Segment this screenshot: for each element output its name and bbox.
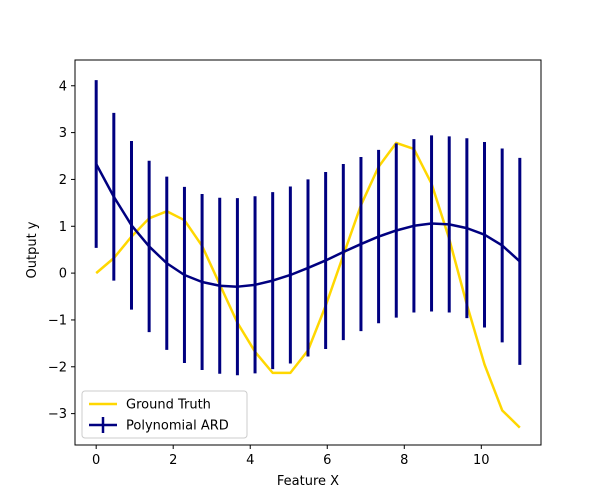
legend: Ground Truth Polynomial ARD [81, 390, 248, 439]
legend-entry: Ground Truth [89, 398, 211, 413]
y-tick-label: −1 [48, 313, 67, 328]
series-polynomial-ard [94, 80, 522, 376]
x-tick-label: 8 [400, 453, 408, 468]
y-tick-label: 4 [59, 79, 67, 94]
y-tick-label: 1 [59, 220, 67, 235]
y-tick-label: 3 [59, 126, 67, 141]
y-tick-label: −2 [48, 360, 67, 375]
legend-label: Ground Truth [126, 398, 211, 413]
x-tick-label: 10 [473, 453, 490, 468]
y-tick-label: 0 [59, 267, 67, 282]
x-axis-label: Feature X [277, 474, 339, 489]
legend-entry: Polynomial ARD [89, 417, 229, 434]
x-tick-label: 6 [323, 453, 331, 468]
series-group [94, 80, 522, 429]
legend-box [81, 390, 248, 439]
x-tick-label: 4 [246, 453, 254, 468]
axes-frame [74, 59, 542, 446]
x-tick-label: 2 [169, 453, 177, 468]
series-line [95, 163, 521, 288]
y-tick-label: 2 [59, 173, 67, 188]
axes: 0 2 4 6 8 10 −3 −2 −1 0 1 2 3 4 [48, 59, 542, 468]
legend-label: Polynomial ARD [126, 419, 229, 434]
y-tick-label: −3 [48, 407, 67, 422]
plot-area [94, 80, 522, 429]
x-tick-label: 0 [92, 453, 100, 468]
y-axis-label: Output y [25, 221, 40, 278]
